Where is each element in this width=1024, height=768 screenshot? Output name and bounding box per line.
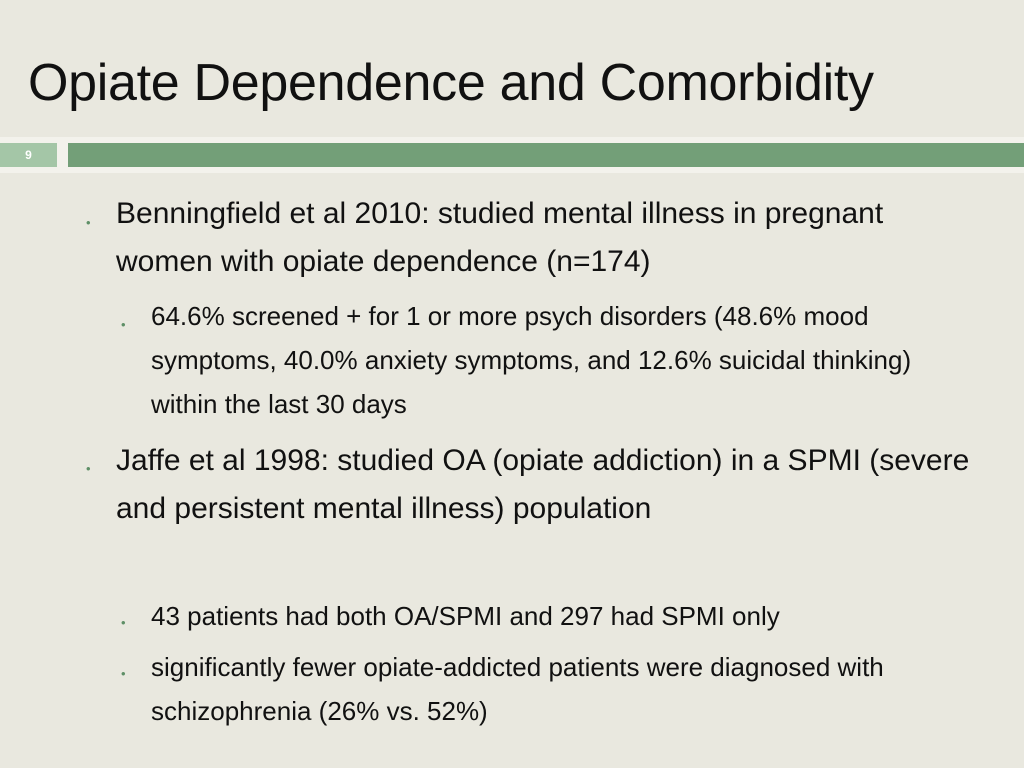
slide-title: Opiate Dependence and Comorbidity bbox=[28, 54, 874, 112]
bullet-item: Benningfield et al 2010: studied mental … bbox=[116, 197, 884, 278]
sub-bullet-item: 43 patients had both OA/SPMI and 297 had… bbox=[151, 601, 780, 631]
bullet-icon: • bbox=[86, 215, 91, 230]
bullet-icon: • bbox=[121, 666, 126, 681]
bullet-icon: • bbox=[86, 461, 91, 476]
slide-number: 9 bbox=[0, 143, 57, 167]
sub-bullet-item: significantly fewer opiate-addicted pati… bbox=[151, 652, 884, 726]
bullet-icon: • bbox=[121, 615, 126, 630]
sub-bullet-item: 64.6% screened + for 1 or more psych dis… bbox=[151, 301, 912, 419]
bullet-item: Jaffe et al 1998: studied OA (opiate add… bbox=[116, 444, 970, 525]
bullet-icon: • bbox=[121, 317, 126, 332]
accent-bar bbox=[68, 143, 1024, 167]
